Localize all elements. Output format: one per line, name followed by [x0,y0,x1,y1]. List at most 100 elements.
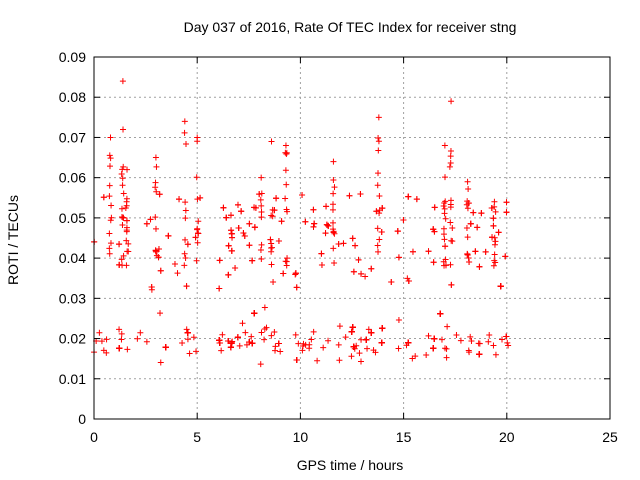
data-point [193,348,200,355]
data-point [314,357,321,364]
data-point [504,339,511,346]
x-tick-labels: 0 5 10 15 20 25 [90,429,618,445]
data-point [272,343,279,350]
data-point [193,174,200,181]
data-point [116,326,123,333]
data-point [107,240,114,247]
data-point [181,262,188,269]
data-point [235,224,242,231]
x-tick-label: 10 [293,429,309,445]
data-point [96,329,103,336]
data-point [220,204,227,211]
data-point [148,283,155,290]
data-point [356,350,363,357]
data-point [448,98,455,105]
x-tick-label: 20 [499,429,515,445]
data-point [258,329,265,336]
data-point [258,174,265,181]
data-point [465,185,472,192]
data-point [153,188,160,195]
data-point [124,346,131,353]
data-point [190,334,197,341]
data-point [375,138,382,145]
data-point [464,251,471,258]
data-point [108,214,115,221]
data-point [348,328,355,335]
data-point [193,257,200,264]
data-point [490,262,497,269]
data-point [310,328,317,335]
data-point [152,154,159,161]
data-point [491,198,498,205]
data-point [463,225,470,232]
data-point [299,343,306,350]
y-tick-label: 0 [78,411,86,427]
data-point [430,226,437,233]
data-point [330,219,337,226]
data-point [431,204,438,211]
data-point [438,336,445,343]
data-point [447,261,454,268]
grid-lines [94,57,610,419]
data-point [330,190,337,197]
data-point [468,338,475,345]
data-point [143,220,150,227]
data-point [470,209,477,216]
data-point [331,260,338,267]
data-point [248,333,255,340]
data-point [447,153,454,160]
data-point [216,285,223,292]
data-point [365,326,372,333]
data-point [376,207,383,214]
data-point [453,332,460,339]
data-point [182,236,189,243]
data-point [152,214,159,221]
data-point [293,284,300,291]
data-point [268,138,275,145]
data-point [118,256,125,263]
data-point [194,239,201,246]
data-point [107,134,114,141]
data-point [257,196,264,203]
data-point [257,361,264,368]
data-point [186,350,193,357]
data-point [311,220,318,227]
data-point [182,215,189,222]
data-point [268,212,275,219]
data-point [368,329,375,336]
data-point [246,242,253,249]
data-point [100,194,107,201]
data-point [240,229,247,236]
data-point [181,129,188,136]
data-point [98,338,105,345]
data-point [293,357,300,364]
data-point [358,336,365,343]
data-point [225,338,232,345]
data-point [241,232,248,239]
data-point [502,253,509,260]
data-point [375,170,382,177]
data-point [447,219,454,226]
data-point [108,202,115,209]
data-point [485,338,492,345]
data-point [152,225,159,232]
data-point [467,220,474,227]
data-point [232,265,239,272]
data-point [176,196,183,203]
data-point [263,324,270,331]
data-point [123,195,130,202]
data-point [234,201,241,208]
data-point [491,251,498,258]
data-point [472,248,479,255]
data-point [271,329,278,336]
data-point [119,78,126,85]
data-point [430,259,437,266]
data-point [476,351,483,358]
data-point [505,342,512,349]
data-point [157,267,164,274]
data-point [225,271,232,278]
data-point [330,229,337,236]
data-point [330,245,337,252]
data-point [349,324,356,331]
